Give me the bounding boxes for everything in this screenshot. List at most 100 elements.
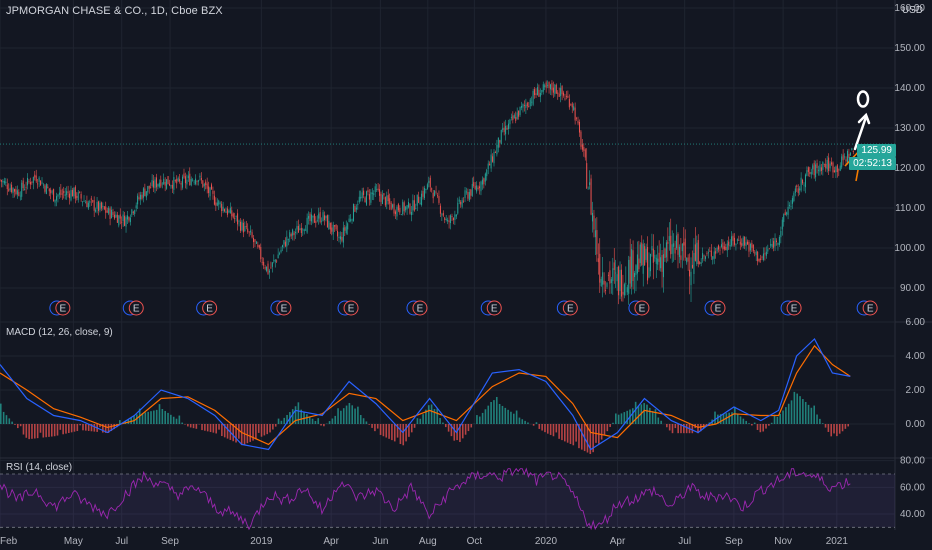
candle-body <box>662 254 664 278</box>
candle-body <box>676 235 678 249</box>
candle-body <box>626 287 628 293</box>
currency-label[interactable]: USD <box>901 5 923 16</box>
candle-body <box>92 200 94 202</box>
candle-body <box>186 179 188 185</box>
macd-histogram-bar <box>425 409 427 424</box>
macd-histogram-bar <box>280 420 283 424</box>
candle-body <box>684 238 686 258</box>
candle-body <box>35 175 37 182</box>
macd-histogram-bar <box>345 405 348 424</box>
macd-histogram-bar <box>615 413 617 424</box>
candle-body <box>528 105 530 108</box>
candle-body <box>751 243 753 248</box>
candle-body <box>703 255 705 257</box>
candle-body <box>197 180 199 182</box>
candle-body <box>454 214 456 220</box>
candle-body <box>11 184 13 192</box>
candle-body <box>686 257 688 263</box>
macd-histogram-bar <box>609 424 611 427</box>
candle-body <box>445 218 447 220</box>
macd-panel-label[interactable]: MACD (12, 26, close, 9) <box>6 327 113 338</box>
rsi-panel-label[interactable]: RSI (14, close) <box>6 462 73 473</box>
candle-body <box>638 258 640 270</box>
candle-body <box>255 241 257 244</box>
y-tick-label: 2.00 <box>906 385 926 396</box>
candle-body <box>437 195 439 197</box>
macd-histogram-bar <box>391 424 393 441</box>
candle-body <box>86 201 88 208</box>
macd-histogram-bar <box>742 418 745 424</box>
macd-histogram-bar <box>215 424 217 434</box>
candle-body <box>465 191 467 193</box>
candle-body <box>463 200 465 202</box>
candle-body <box>21 182 23 197</box>
macd-histogram-bar <box>107 424 110 433</box>
macd-histogram-bar <box>821 423 824 424</box>
candle-body <box>690 271 692 286</box>
candle-body <box>752 244 754 252</box>
earnings-circle-red <box>862 300 878 316</box>
candle-body <box>177 177 179 181</box>
candle-body <box>668 236 670 241</box>
earnings-marker-label: E <box>567 304 574 315</box>
macd-histogram-bar <box>493 400 495 424</box>
macd-histogram-bar <box>756 424 759 430</box>
macd-histogram-bar <box>311 418 314 424</box>
candle-body <box>634 273 636 278</box>
candle-body <box>108 207 110 214</box>
candle-body <box>594 230 596 238</box>
candle-body <box>276 260 278 262</box>
macd-histogram-bar <box>62 424 64 435</box>
candle-body <box>170 185 172 187</box>
annotation-arrowhead <box>857 112 871 125</box>
candle-body <box>480 181 482 192</box>
candle-body <box>82 201 84 203</box>
macd-histogram-bar <box>603 424 606 436</box>
candle-body <box>142 188 144 198</box>
candle-body <box>573 106 575 110</box>
macd-histogram-bar <box>490 402 492 424</box>
macd-histogram-bar <box>773 414 776 424</box>
earnings-marker-label: E <box>791 304 798 315</box>
candle-body <box>736 239 738 241</box>
candle-body <box>636 254 638 274</box>
candle-body <box>248 231 250 233</box>
candle-body <box>370 192 372 203</box>
candle-body <box>76 195 78 198</box>
candle-body <box>438 196 440 203</box>
candle-body <box>680 255 682 260</box>
candle-body <box>806 170 808 176</box>
macd-histogram-bar <box>277 418 280 424</box>
symbol-title[interactable]: JPMORGAN CHASE & CO., 1D, Cboe BZX <box>6 5 223 17</box>
macd-histogram-bar <box>357 406 359 424</box>
candle-body <box>47 186 49 188</box>
macd-histogram-bar <box>654 409 657 424</box>
candle-body <box>374 186 376 193</box>
y-tick-label: 140.00 <box>894 83 925 94</box>
candle-body <box>841 156 843 168</box>
macd-histogram-bar <box>637 405 640 424</box>
candle-body <box>63 190 65 194</box>
candle-body <box>242 222 244 233</box>
candle-body <box>302 229 304 231</box>
candle-body <box>578 122 580 133</box>
candle-body <box>538 89 540 97</box>
candle-body <box>728 241 730 246</box>
macd-histogram-bar <box>581 424 583 450</box>
macd-histogram-bar <box>816 414 818 424</box>
macd-histogram-bar <box>510 411 512 424</box>
candle-body <box>131 209 133 215</box>
candle-body <box>225 211 227 213</box>
macd-histogram-bar <box>371 424 373 428</box>
candle-body <box>132 211 134 213</box>
candle-body <box>138 197 140 199</box>
candle-body <box>477 187 479 190</box>
macd-histogram-bar <box>402 424 405 446</box>
candle-body <box>468 192 470 201</box>
y-tick-label: 80.00 <box>900 456 925 467</box>
macd-histogram-bar <box>56 424 59 436</box>
macd-histogram-bar <box>297 402 300 424</box>
candle-body <box>493 151 495 164</box>
candle-body <box>602 272 604 285</box>
